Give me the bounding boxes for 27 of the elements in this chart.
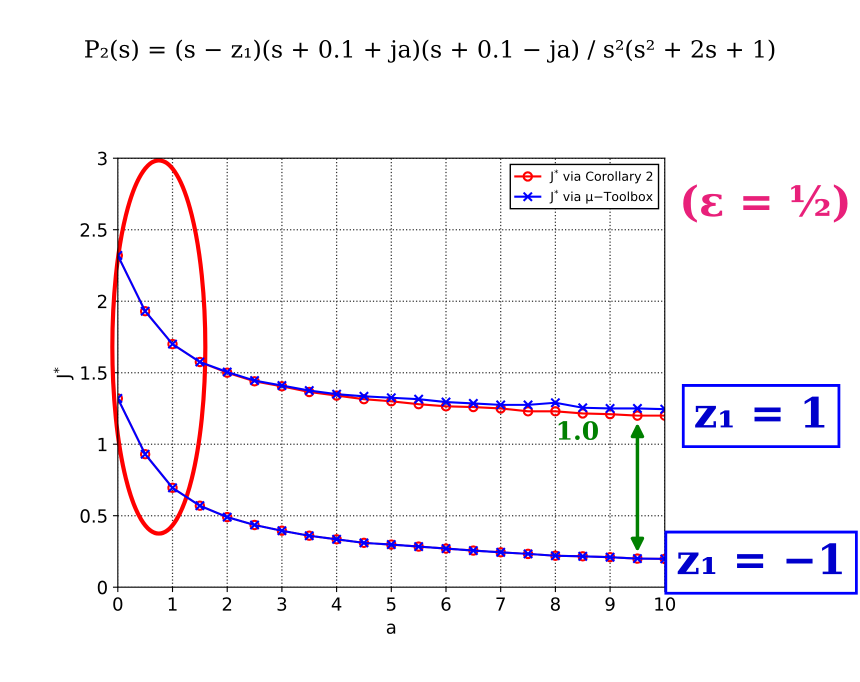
x-tick-label: 5	[386, 597, 396, 611]
text: z₁ = 1	[695, 396, 824, 428]
legend-label: J$^{*}$ via Corollary 2	[550, 169, 652, 184]
x-tick-label: 8	[550, 597, 560, 611]
x-tick-label: 3	[278, 597, 286, 611]
y-tick-label: 2	[98, 294, 106, 308]
x-tick-label: 7	[496, 597, 505, 611]
chart-title: P₂(s) = (s − z₁)(s + 0.1 + ja)(s + 0.1 − ja) / s²(s² + 2s + 1)	[85, 40, 774, 63]
x-tick-label: 4	[332, 597, 342, 611]
x-tick-label: 0	[113, 597, 122, 611]
x-tick-label: 1	[168, 597, 177, 611]
y-axis-title: J$^{*}$	[54, 368, 74, 380]
y-tick-label: 0.5	[80, 509, 107, 523]
y-tick-label: 1	[98, 438, 106, 452]
y-tick-label: 2.5	[80, 223, 107, 237]
x-tick-label: 6	[442, 597, 451, 611]
y-tick-label: 1.5	[81, 366, 107, 380]
text: (ε = ½)	[683, 184, 848, 223]
annotation: 1.0	[558, 421, 598, 440]
x-tick-label: 9	[605, 597, 615, 611]
y-tick-label: 0	[98, 580, 107, 594]
x-tick-label: 2	[222, 597, 232, 611]
x-axis-title: a	[386, 624, 396, 634]
x-tick-label: 10	[655, 597, 676, 611]
legend-label: J$^{*}$ via μ−Toolbox	[550, 190, 653, 204]
text: z₁ = −1	[678, 543, 842, 574]
y-tick-label: 3	[98, 152, 107, 166]
